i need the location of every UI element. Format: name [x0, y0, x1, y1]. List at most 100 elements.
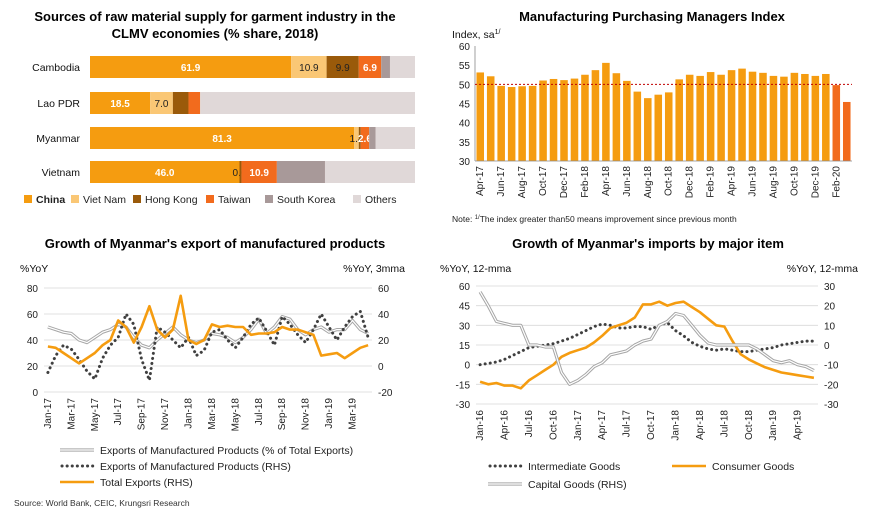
supply-bar-segment — [389, 56, 415, 78]
pmi-bar — [822, 73, 830, 161]
pmi-bar — [832, 85, 841, 161]
pmi-y-tick-label: 35 — [459, 138, 471, 149]
exports-right-tick-label: 0 — [378, 362, 384, 373]
supply-chart-title-line-1: Sources of raw material supply for garme… — [34, 9, 395, 24]
imports-x-tick-label: Jul-17 — [622, 410, 633, 438]
pmi-bar — [612, 73, 621, 161]
imports-series-consumer-goods — [479, 300, 815, 390]
pmi-bar — [717, 74, 725, 161]
imports-x-tick-label: Apr-19 — [793, 410, 804, 440]
pmi-bar — [842, 101, 851, 161]
pmi-y-axis-label: Index, sa1/ — [452, 29, 501, 41]
imports-x-tick-label: Apr-17 — [597, 410, 608, 440]
imports-right-tick-label: -10 — [824, 361, 839, 372]
imports-left-tick-label: -15 — [456, 380, 471, 391]
imports-right-tick-label: 20 — [824, 302, 836, 313]
pmi-bar — [664, 92, 673, 161]
pmi-x-tick-label: Feb-18 — [580, 166, 591, 198]
imports-right-axis-label: %YoY, 12-mma — [787, 263, 858, 275]
pmi-bar — [644, 98, 652, 161]
supply-bar-segment — [276, 161, 325, 183]
supply-category-label: Myanmar — [36, 133, 80, 145]
pmi-x-tick-label: Aug-17 — [517, 166, 528, 199]
supply-data-label: 81.3 — [212, 134, 232, 145]
supply-bar-segment — [381, 56, 390, 78]
imports-right-tick-label: -20 — [824, 380, 839, 391]
pmi-x-tick-label: Feb-20 — [831, 166, 842, 198]
imports-x-tick-label: Apr-18 — [695, 410, 706, 440]
imports-right-tick-label: 0 — [824, 341, 830, 352]
imports-left-tick-label: 15 — [459, 341, 471, 352]
imports-left-tick-label: 30 — [459, 321, 471, 332]
supply-legend-swatch — [353, 195, 361, 203]
pmi-bar — [654, 94, 663, 161]
imports-x-tick-label: Oct-17 — [646, 410, 657, 440]
pmi-bar — [539, 80, 547, 161]
supply-legend-label: Viet Nam — [83, 194, 126, 206]
pmi-x-tick-label: Oct-19 — [789, 166, 800, 196]
imports-chart-title: Growth of Myanmar's imports by major ite… — [512, 236, 784, 251]
pmi-bar — [560, 80, 568, 161]
exports-x-tick-label: Jan-18 — [183, 398, 194, 429]
supply-bar-segment — [150, 92, 173, 114]
exports-chart-title: Growth of Myanmar's export of manufactur… — [45, 236, 385, 251]
pmi-bar — [780, 76, 788, 161]
pmi-bar — [633, 91, 642, 161]
pmi-bar — [685, 74, 694, 161]
supply-legend: China Viet Nam Hong Kong Taiwan South Korea O… — [24, 194, 397, 206]
supply-category-label: Vietnam — [42, 167, 81, 179]
imports-series-capital-goods-rhs — [479, 291, 815, 385]
imports-x-tick-label: Jan-19 — [768, 410, 779, 441]
exports-x-tick-label: Jan-17 — [43, 398, 54, 429]
supply-bar-segment — [188, 92, 201, 114]
pmi-plot: 30 35 40 45 50 55 60 Apr-17 Jun-17 Aug-17 Oct-17 De… — [459, 42, 852, 198]
pmi-bar — [602, 62, 610, 161]
exports-series-exports-of-manufactured-products-of-total-exports — [47, 316, 369, 349]
pmi-x-tick-label: Dec-18 — [685, 166, 696, 199]
pmi-y-axis-label-sup: 1/ — [495, 29, 501, 36]
pmi-bar — [811, 75, 820, 161]
exports-left-axis-label: %YoY — [20, 263, 48, 275]
supply-data-label: 6.9 — [363, 63, 377, 74]
imports-legend-label: Capital Goods (RHS) — [528, 479, 627, 491]
exports-left-tick-label: 0 — [32, 388, 38, 399]
supply-category-label: Lao PDR — [37, 98, 80, 110]
pmi-x-tick-label: Apr-18 — [601, 166, 612, 196]
exports-x-tick-label: Mar-17 — [66, 398, 77, 430]
exports-x-tick-label: Sep-17 — [137, 398, 148, 431]
supply-data-label: 10.9 — [299, 63, 319, 74]
pmi-bar — [591, 70, 600, 161]
pmi-bar — [790, 72, 799, 161]
supply-legend-label: South Korea — [277, 194, 336, 206]
pmi-y-tick-label: 60 — [459, 42, 471, 53]
exports-x-tick-label: Nov-17 — [160, 398, 171, 431]
pmi-bar — [759, 72, 767, 161]
pmi-note: Note: 1/The index greater than50 means i… — [452, 214, 737, 224]
pmi-bar — [675, 79, 683, 161]
pmi-bar — [769, 75, 778, 161]
imports-left-tick-label: -30 — [456, 400, 471, 411]
pmi-x-tick-label: Oct-17 — [538, 166, 549, 196]
imports-left-axis-label: %YoY, 12-mma — [440, 263, 511, 275]
supply-data-label: 61.9 — [181, 63, 201, 74]
exports-legend: Exports of Manufactured Products (% of T… — [60, 445, 353, 489]
pmi-x-tick-label: Dec-17 — [559, 166, 570, 199]
exports-x-tick-label: Mar-18 — [207, 398, 218, 430]
supply-bar-segment — [90, 92, 151, 114]
supply-bar-segment — [324, 161, 415, 183]
pmi-bar — [706, 72, 715, 161]
exports-x-tick-label: Mar-19 — [347, 398, 358, 430]
imports-x-tick-label: Jul-16 — [524, 410, 535, 438]
pmi-bar — [497, 85, 505, 161]
supply-bar-segment — [358, 127, 361, 149]
exports-x-tick-label: Jul-17 — [113, 398, 124, 426]
exports-right-tick-label: -20 — [378, 388, 393, 399]
imports-x-tick-label: Jan-18 — [671, 410, 682, 441]
pmi-x-tick-label: Jun-19 — [748, 166, 759, 197]
supply-data-label: 9.9 — [336, 63, 350, 74]
pmi-bar — [549, 78, 558, 161]
supply-bar-segment — [241, 161, 277, 183]
exports-legend-label: Exports of Manufactured Products (RHS) — [100, 461, 291, 473]
supply-bar-segment — [291, 56, 327, 78]
pmi-bar — [801, 73, 809, 161]
